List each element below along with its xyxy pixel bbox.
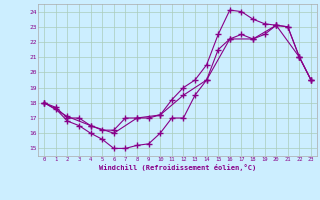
X-axis label: Windchill (Refroidissement éolien,°C): Windchill (Refroidissement éolien,°C) bbox=[99, 164, 256, 171]
